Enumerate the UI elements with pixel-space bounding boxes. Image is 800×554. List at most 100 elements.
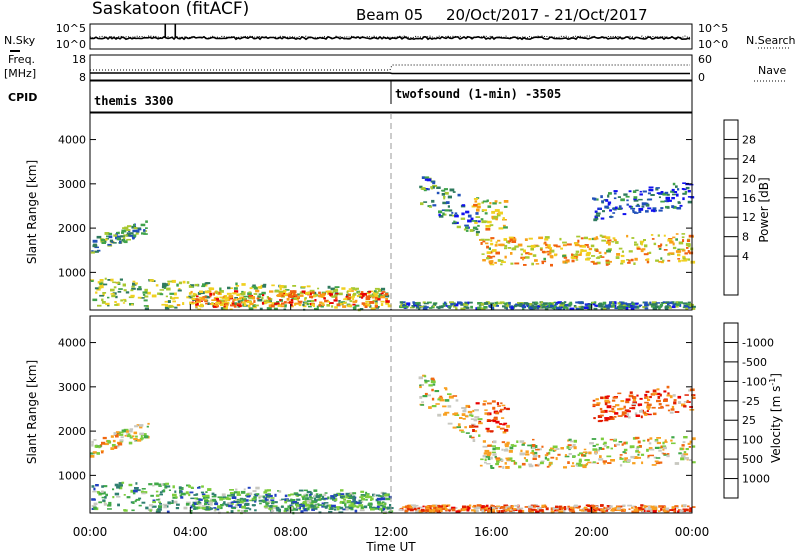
rti-cell xyxy=(115,282,118,284)
rti-cell xyxy=(361,497,365,501)
rti-cell xyxy=(298,489,304,492)
rti-cell xyxy=(614,412,619,415)
rti-cell xyxy=(688,183,694,186)
rti-cell xyxy=(240,299,243,302)
rti-cell xyxy=(543,242,547,245)
rti-cell xyxy=(131,285,135,288)
rti-cell xyxy=(539,303,542,307)
rti-cell xyxy=(349,492,354,496)
rti-cell xyxy=(306,285,311,288)
rti-cell xyxy=(259,502,262,505)
rti-cell xyxy=(142,291,148,294)
rti-cell xyxy=(332,289,337,293)
rti-cell xyxy=(688,305,692,309)
rti-cell xyxy=(541,445,544,448)
rti-cell xyxy=(546,465,550,468)
rti-cell xyxy=(504,462,507,465)
rti-cell xyxy=(254,509,257,512)
rti-cell xyxy=(503,448,509,452)
rti-cell xyxy=(663,454,668,456)
rti-cell xyxy=(617,302,621,305)
rti-cell xyxy=(143,305,149,307)
rti-cell xyxy=(482,403,486,406)
rti-cell xyxy=(660,508,663,511)
rti-cell xyxy=(606,505,610,507)
rti-cell xyxy=(666,510,670,513)
rti-cell xyxy=(204,500,209,503)
rti-cell xyxy=(541,510,545,514)
rti-cell xyxy=(104,277,107,280)
rti-cell xyxy=(403,306,409,308)
rti-cell xyxy=(621,443,624,446)
rti-cell xyxy=(530,508,536,511)
rti-cell xyxy=(209,292,212,296)
rti-cell xyxy=(571,253,574,256)
rti-cell xyxy=(333,299,338,302)
rti-cell xyxy=(490,467,495,469)
rti-cell xyxy=(457,193,461,197)
rti-cell xyxy=(629,407,633,409)
rti-cell xyxy=(338,511,344,514)
rti-cell xyxy=(258,495,263,498)
rti-cell xyxy=(323,503,326,505)
rti-cell xyxy=(276,508,281,512)
rti-cell xyxy=(101,485,104,488)
rti-cell xyxy=(483,452,488,455)
rti-cell xyxy=(255,289,260,293)
rti-cell xyxy=(591,504,596,507)
rti-cell xyxy=(202,495,207,498)
rti-cell xyxy=(655,392,661,396)
rti-cell xyxy=(528,464,534,468)
rti-cell xyxy=(382,492,387,496)
rti-cell xyxy=(425,306,429,309)
rti-cell xyxy=(273,505,278,508)
rti-cell xyxy=(474,430,478,433)
rti-cell xyxy=(682,182,686,184)
rti-cell xyxy=(90,455,95,458)
rti-cell xyxy=(631,510,637,514)
rti-cell xyxy=(237,509,240,512)
rti-cell xyxy=(677,202,681,204)
rti-cell xyxy=(467,219,472,223)
rti-cell xyxy=(281,498,285,501)
rti-cell xyxy=(263,301,267,304)
rti-cell xyxy=(309,495,312,499)
rti-cell xyxy=(432,181,436,185)
rti-cell xyxy=(569,307,575,311)
rti-cell xyxy=(195,500,201,504)
rti-cell xyxy=(658,403,662,406)
rti-cell xyxy=(348,504,352,507)
rti-cell xyxy=(655,187,660,189)
rti-cell xyxy=(369,505,372,509)
rti-cell xyxy=(122,283,126,287)
rti-cell xyxy=(253,496,257,499)
rti-cell xyxy=(653,456,657,459)
rti-cell xyxy=(332,498,335,501)
rti-cell xyxy=(135,435,138,438)
rti-cell xyxy=(525,252,530,255)
rti-cell xyxy=(507,457,513,460)
rti-cell xyxy=(532,454,538,458)
rti-cell xyxy=(91,499,96,501)
rti-cell xyxy=(675,233,679,235)
rti-cell xyxy=(679,447,683,451)
freq-tick-top: 18 xyxy=(72,53,86,66)
rti-cell xyxy=(598,447,602,450)
rti-cell xyxy=(505,457,510,460)
rti-cell xyxy=(650,505,655,508)
rti-cell xyxy=(465,226,469,230)
rti-cell xyxy=(637,403,643,406)
rti-cell xyxy=(274,290,280,293)
rti-cell xyxy=(438,397,444,400)
rti-cell xyxy=(427,505,432,508)
rti-cell xyxy=(483,306,488,309)
rti-cell xyxy=(675,506,679,509)
rti-cell xyxy=(463,303,468,306)
rti-cell xyxy=(561,302,564,305)
rti-cell xyxy=(229,287,233,289)
rti-cell xyxy=(436,306,441,309)
rti-cell xyxy=(413,302,418,305)
rti-cell xyxy=(444,505,449,507)
rti-cell xyxy=(684,191,688,194)
rti-cell xyxy=(276,294,281,297)
